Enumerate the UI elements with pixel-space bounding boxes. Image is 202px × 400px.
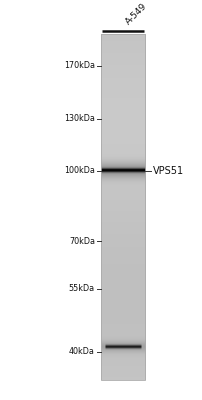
Text: 130kDa: 130kDa xyxy=(64,114,95,123)
Text: VPS51: VPS51 xyxy=(153,166,184,176)
Text: 170kDa: 170kDa xyxy=(64,61,95,70)
Bar xyxy=(101,34,145,380)
Text: A-549: A-549 xyxy=(124,1,149,26)
Text: 40kDa: 40kDa xyxy=(69,347,95,356)
Text: 100kDa: 100kDa xyxy=(64,166,95,175)
Text: 55kDa: 55kDa xyxy=(69,284,95,293)
Text: 70kDa: 70kDa xyxy=(69,236,95,246)
